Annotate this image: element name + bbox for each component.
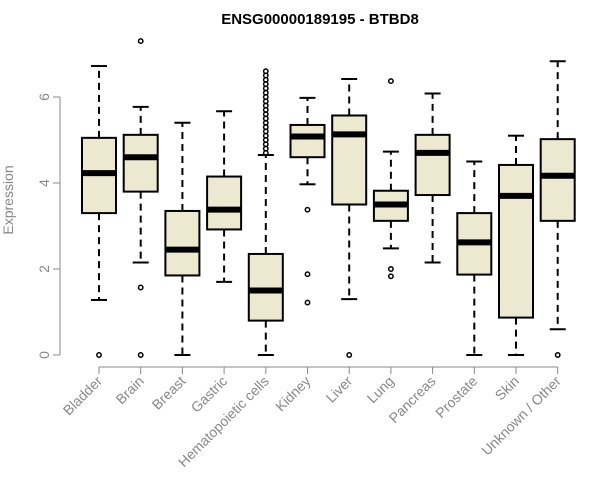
outlier-point [137, 284, 144, 291]
box-iqr [247, 252, 284, 322]
x-tick-label: Liver [323, 373, 356, 406]
outlier-point [262, 68, 269, 75]
box-group [372, 78, 409, 280]
box-group [164, 121, 201, 356]
outlier-point [387, 78, 394, 85]
x-tick-label: Lung [364, 373, 397, 406]
box-group [289, 96, 326, 306]
outlier-point [137, 352, 144, 358]
box-group [456, 160, 493, 356]
box-iqr [498, 163, 534, 319]
box-iqr [206, 175, 243, 231]
outlier-point [387, 273, 394, 280]
x-tick-label: Unknown / Other [478, 373, 564, 459]
outlier-point [304, 271, 311, 278]
box-iqr [331, 114, 368, 206]
box-iqr [122, 133, 159, 193]
box-group [539, 60, 576, 358]
x-tick-label: Skin [492, 373, 523, 404]
outlier-point [554, 352, 561, 358]
box-iqr [414, 133, 451, 197]
boxes-group [81, 38, 576, 358]
box-group [331, 77, 368, 358]
box-group [122, 38, 159, 358]
y-tick-label: 6 [36, 93, 52, 101]
box-iqr [164, 209, 201, 277]
outlier-point [346, 352, 353, 358]
outlier-point [304, 206, 311, 213]
y-axis-label: Expression [0, 165, 16, 234]
x-tick-label: Prostate [432, 373, 480, 421]
box-group [81, 65, 117, 358]
x-tick-label: Breast [149, 373, 189, 413]
box-group [206, 110, 243, 283]
box-iqr [539, 138, 576, 222]
box-group [414, 92, 451, 264]
y-tick-label: 4 [36, 179, 52, 187]
y-axis: 0 2 4 6 [36, 93, 61, 359]
box-group [247, 68, 284, 356]
outlier-point [387, 266, 394, 272]
x-tick-label: Bladder [60, 373, 106, 419]
x-tick-label: Brain [112, 373, 146, 407]
y-tick-label: 0 [36, 351, 52, 359]
outlier-point [137, 38, 144, 45]
box-group [498, 134, 534, 356]
box-iqr [289, 123, 326, 159]
x-tick-label: Kidney [272, 373, 314, 415]
outlier-point [304, 299, 311, 306]
chart-title: ENSG00000189195 - BTBD8 [221, 11, 419, 28]
y-tick-label: 2 [36, 265, 52, 273]
outlier-point [96, 352, 102, 358]
